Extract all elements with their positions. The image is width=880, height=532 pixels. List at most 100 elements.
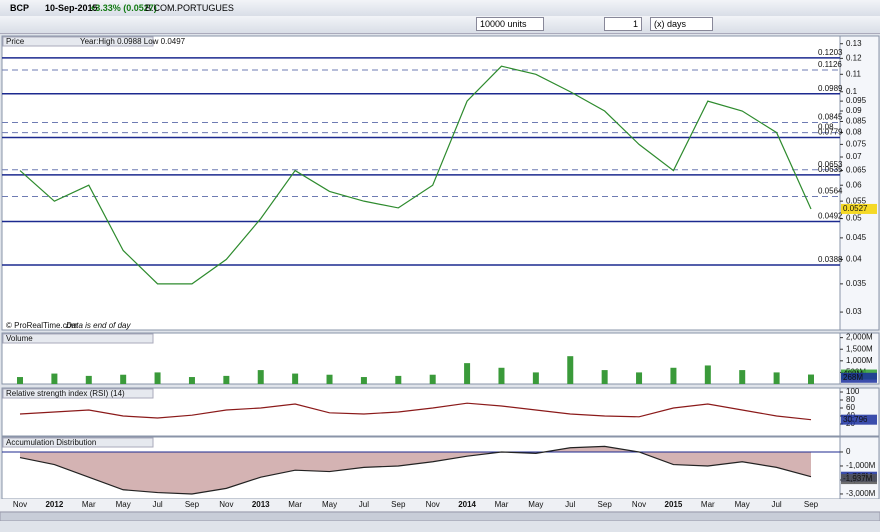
marker-label: 0.0527 — [843, 204, 868, 213]
symbol[interactable]: BCP — [10, 3, 30, 13]
volume-bar — [636, 372, 643, 384]
volume-bar — [498, 367, 505, 384]
y-tick-label: 0.1 — [846, 87, 858, 96]
series-line — [19, 402, 812, 421]
x-tick-label: May — [735, 500, 750, 509]
date: 10-Sep-2015 — [45, 3, 98, 13]
x-tick-label: Sep — [391, 500, 406, 509]
note: Data is end of day — [66, 321, 131, 330]
axis-panel — [839, 35, 880, 331]
y-tick-label: 0 — [846, 447, 851, 456]
toolbar: BCP 10-Sep-2015 +3.33% (0.0527) B.COM.PO… — [0, 0, 880, 17]
y-tick-label: 60 — [846, 403, 855, 412]
x-tick-label: Sep — [185, 500, 200, 509]
x-tick-label: Jul — [771, 500, 781, 509]
volume-bar — [567, 356, 574, 384]
y-tick-label: 0.09 — [846, 106, 862, 115]
ad-area — [20, 446, 811, 494]
source: © ProRealTime.com — [6, 321, 78, 330]
x-tick-label: Mar — [701, 500, 715, 509]
y-tick-label: 0.04 — [846, 255, 862, 264]
y-tick-label: 0.05 — [846, 214, 862, 223]
volume-bar — [464, 363, 471, 384]
volume-bar — [395, 375, 402, 384]
marker-label: -1,937M — [843, 474, 873, 483]
panel-header — [2, 36, 154, 47]
x-tick-label: Sep — [804, 500, 819, 509]
volume-bar — [188, 377, 195, 384]
axis-panel — [839, 387, 880, 437]
y-tick-label: 100 — [846, 387, 860, 396]
volume-bar — [292, 373, 299, 384]
x-tick-label: 2015 — [665, 500, 683, 509]
x-tick-label: Sep — [598, 500, 613, 509]
volume-bar — [601, 370, 608, 384]
x-tick-label: Jul — [565, 500, 575, 509]
volume-bar — [257, 370, 264, 384]
level-label: 0.08 — [818, 123, 834, 132]
x-tick-label: Jul — [152, 500, 162, 509]
y-tick-label: 0.08 — [846, 128, 862, 137]
y-tick-label: 2,000M — [846, 333, 873, 342]
level-label: 0.0653 — [818, 160, 843, 169]
x-tick-label: Nov — [13, 500, 27, 509]
volume-bar — [360, 377, 367, 384]
panel-header — [2, 437, 154, 448]
period-count[interactable]: 1 — [604, 17, 642, 31]
level-label: 0.1126 — [818, 60, 842, 69]
marker-box — [841, 372, 877, 383]
y-tick-label: 80 — [846, 395, 855, 404]
x-tick-label: May — [116, 500, 131, 509]
y-tick-label: 0.035 — [846, 279, 867, 288]
panel-header — [2, 333, 154, 344]
instrument-name: B.COM.PORTUGUES — [145, 3, 234, 13]
level-label: 0.0779 — [818, 128, 843, 137]
panel-title: Price — [6, 37, 25, 46]
panel-title: Accumulation Distribution — [6, 438, 96, 447]
series-line — [19, 445, 812, 495]
marker-box — [841, 474, 877, 485]
volume-bar — [120, 374, 127, 384]
y-tick-label: -3,000M — [846, 489, 876, 498]
volume-bar — [429, 374, 436, 384]
y-tick-label: 1,500M — [846, 344, 873, 353]
volume-bar — [532, 372, 539, 384]
scrollbar — [0, 511, 880, 522]
y-tick-label: 0.085 — [846, 117, 867, 126]
x-tick-label: 2012 — [45, 500, 63, 509]
x-axis-bar — [0, 499, 880, 511]
y-tick-label: 0.055 — [846, 196, 867, 205]
status-bar — [0, 521, 880, 532]
toolbar-2: 10000 units 1 (x) days — [0, 16, 880, 34]
volume-bar — [326, 374, 333, 384]
x-tick-label: Mar — [495, 500, 509, 509]
y-tick-label: 0.075 — [846, 139, 867, 148]
volume-bar — [17, 377, 23, 384]
volume-bar — [85, 375, 92, 384]
panel-title: Volume — [6, 334, 33, 343]
change: +3.33% (0.0527) — [90, 3, 157, 13]
x-tick-label: Mar — [82, 500, 96, 509]
x-tick-label: Nov — [426, 500, 440, 509]
y-tick-label: 0.045 — [846, 233, 867, 242]
level-label: 0.0845 — [818, 113, 843, 122]
panel-title: Relative strength index (RSI) (14) — [6, 389, 125, 398]
x-tick-label: 2013 — [252, 500, 270, 509]
y-tick-label: 0.12 — [846, 53, 862, 62]
x-tick-label: Nov — [632, 500, 646, 509]
volume-bar — [704, 365, 711, 384]
y-tick-label: 0.07 — [846, 152, 862, 161]
panel-header — [2, 388, 154, 399]
level-label: 0.0989 — [818, 84, 843, 93]
volume-bar — [154, 372, 161, 384]
level-label: 0.0492 — [818, 212, 843, 221]
panel — [1, 35, 841, 331]
level-label: 0.0388 — [818, 255, 843, 264]
y-tick-label: 0.11 — [846, 69, 862, 78]
period-unit[interactable]: (x) days — [650, 17, 713, 31]
y-tick-label: 0.03 — [846, 307, 862, 316]
y-tick-label: 0.13 — [846, 39, 862, 48]
units-select[interactable]: 10000 units — [476, 17, 544, 31]
x-tick-label: Mar — [288, 500, 302, 509]
